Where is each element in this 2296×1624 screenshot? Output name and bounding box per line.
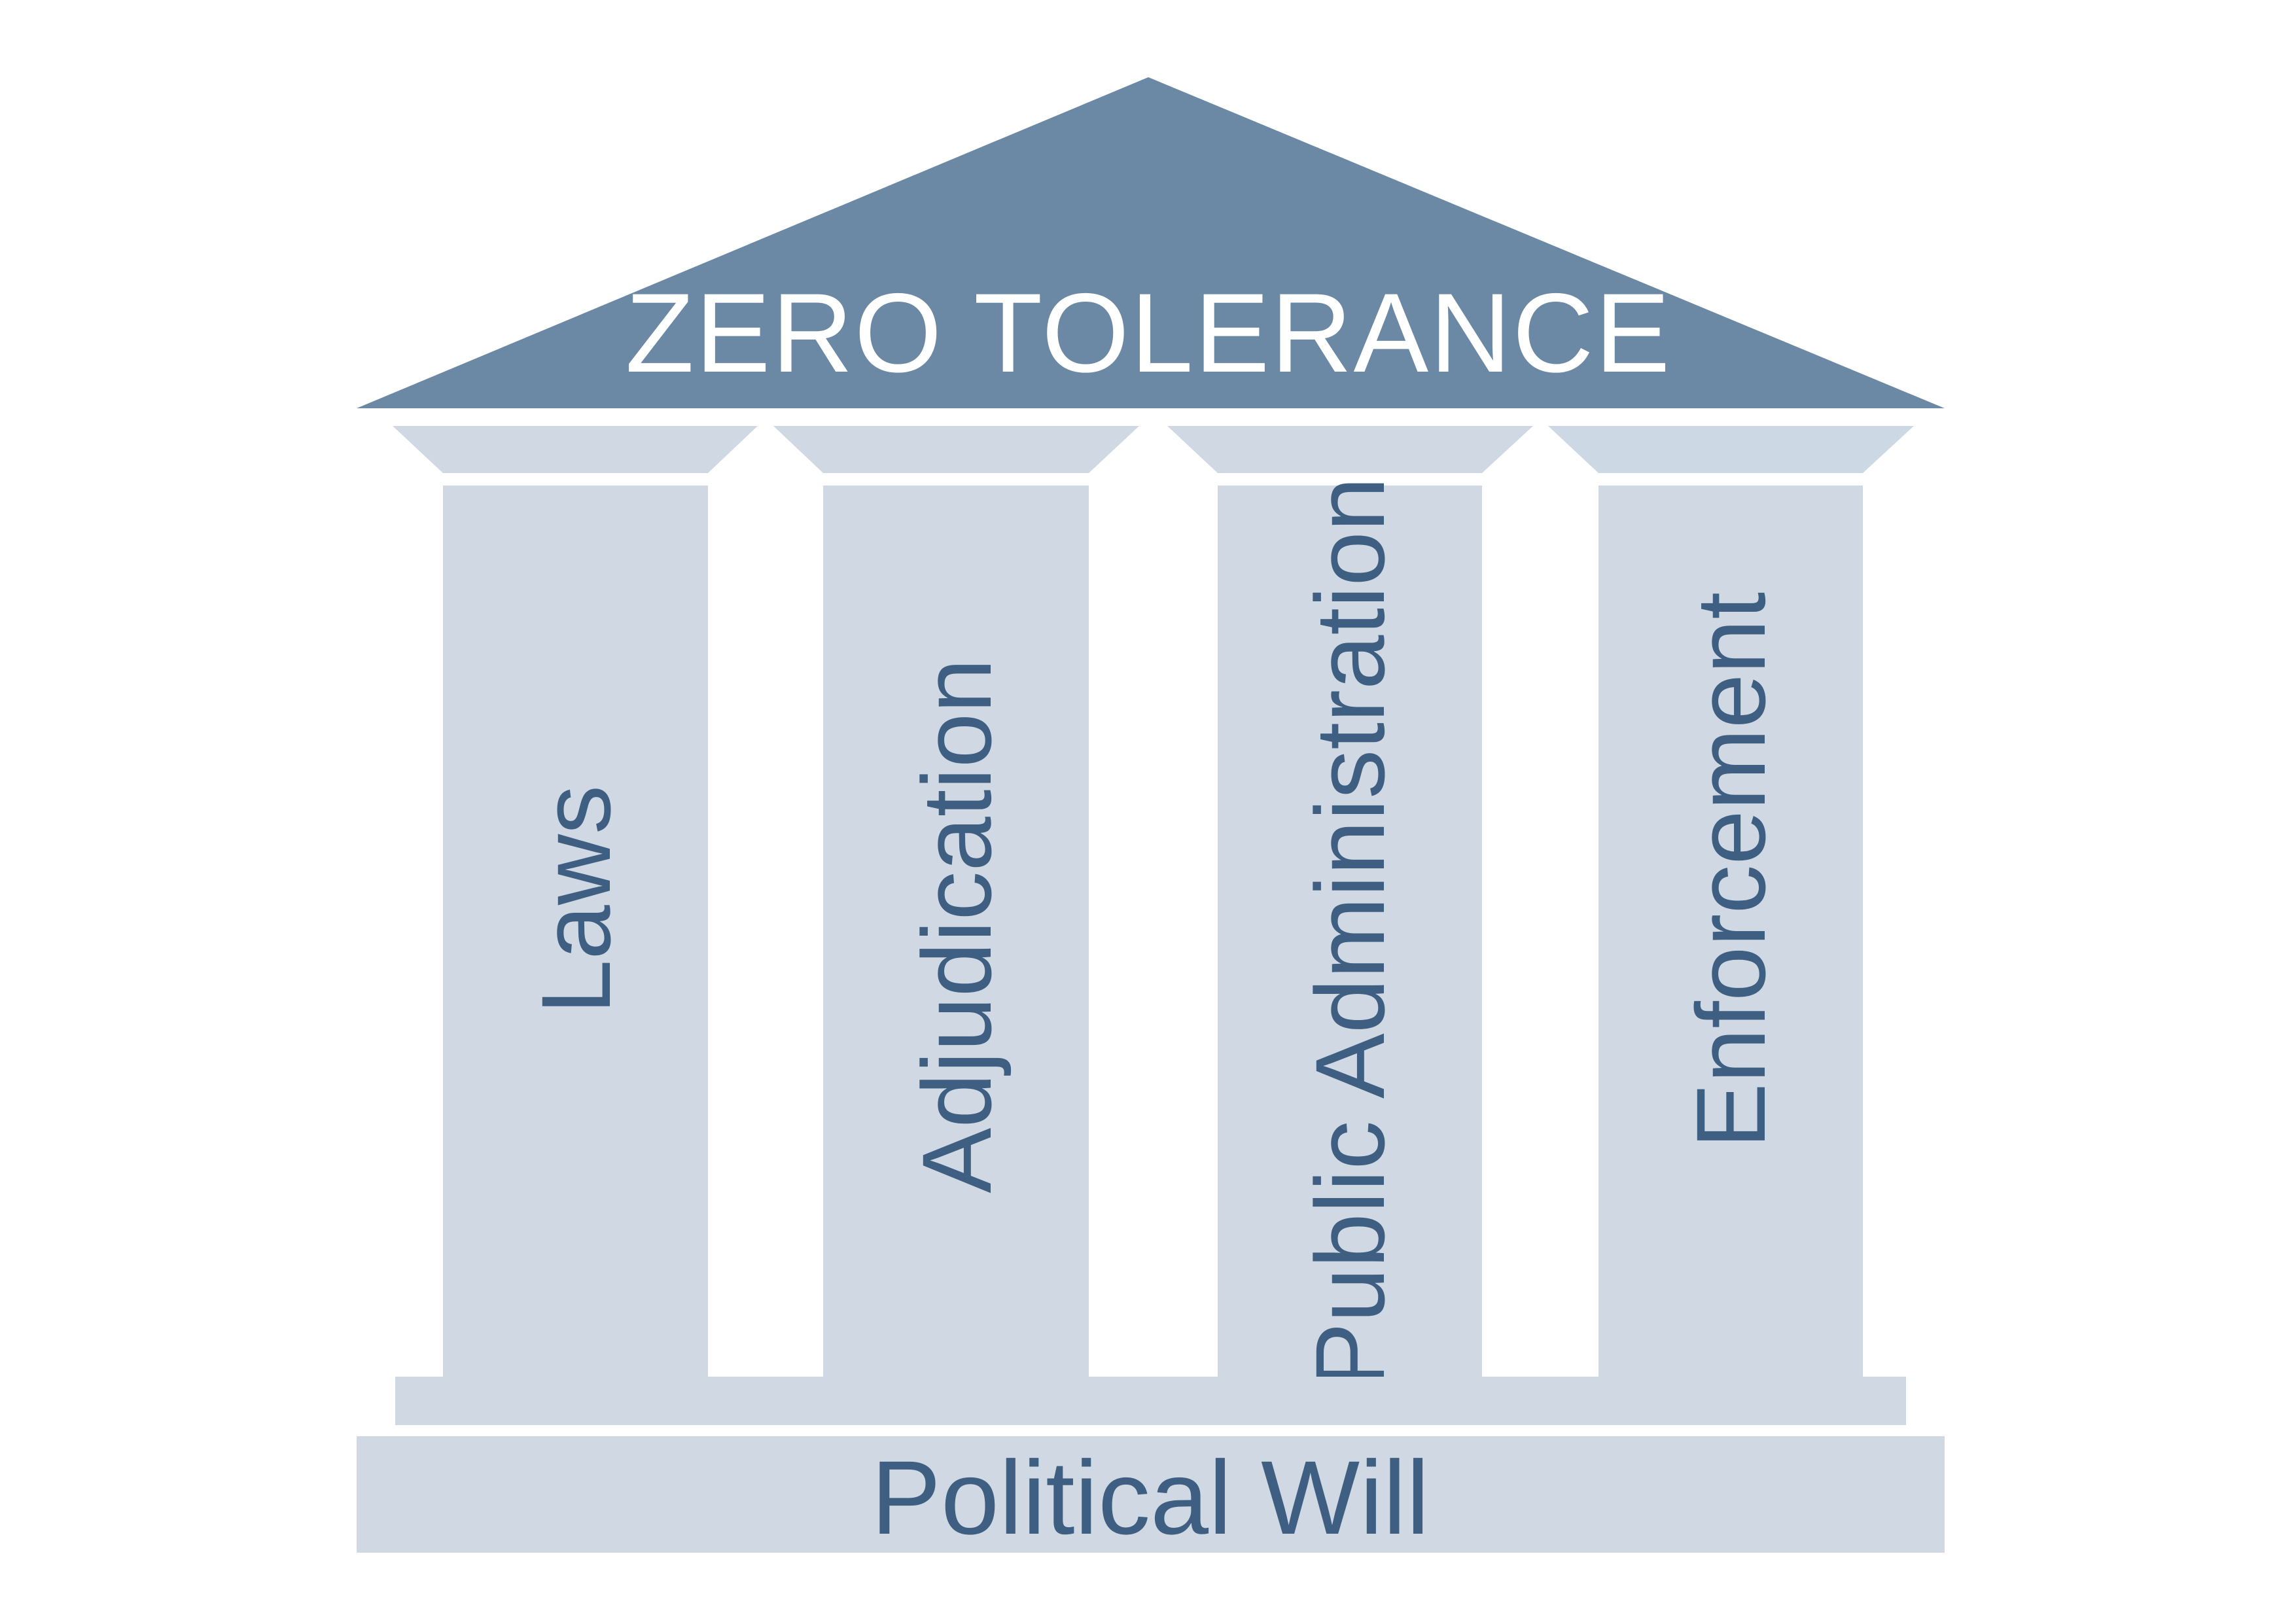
plinth [395, 1377, 1906, 1425]
pillar-label-enforcement: Enforcement [1676, 592, 1786, 1148]
capital-laws [393, 426, 758, 473]
pillar-label-adjudication: Adjudication [902, 658, 1012, 1193]
pillar-label-laws: Laws [521, 785, 631, 1014]
pillar-laws [443, 485, 708, 1377]
capital-public-administration [1167, 426, 1533, 473]
foundation-label: Political Will [871, 1439, 1429, 1556]
roof [357, 77, 1945, 408]
capital-adjudication [773, 426, 1139, 473]
pillar-enforcement [1598, 485, 1863, 1377]
roof-title: ZERO TOLERANCE [626, 270, 1672, 396]
capital-enforcement [1548, 426, 1914, 473]
pillar-adjudication [823, 485, 1089, 1377]
foundation [357, 1436, 1945, 1553]
pillar-public-administration [1218, 485, 1482, 1377]
pillar-label-public-administration: Public Administration [1295, 477, 1405, 1388]
